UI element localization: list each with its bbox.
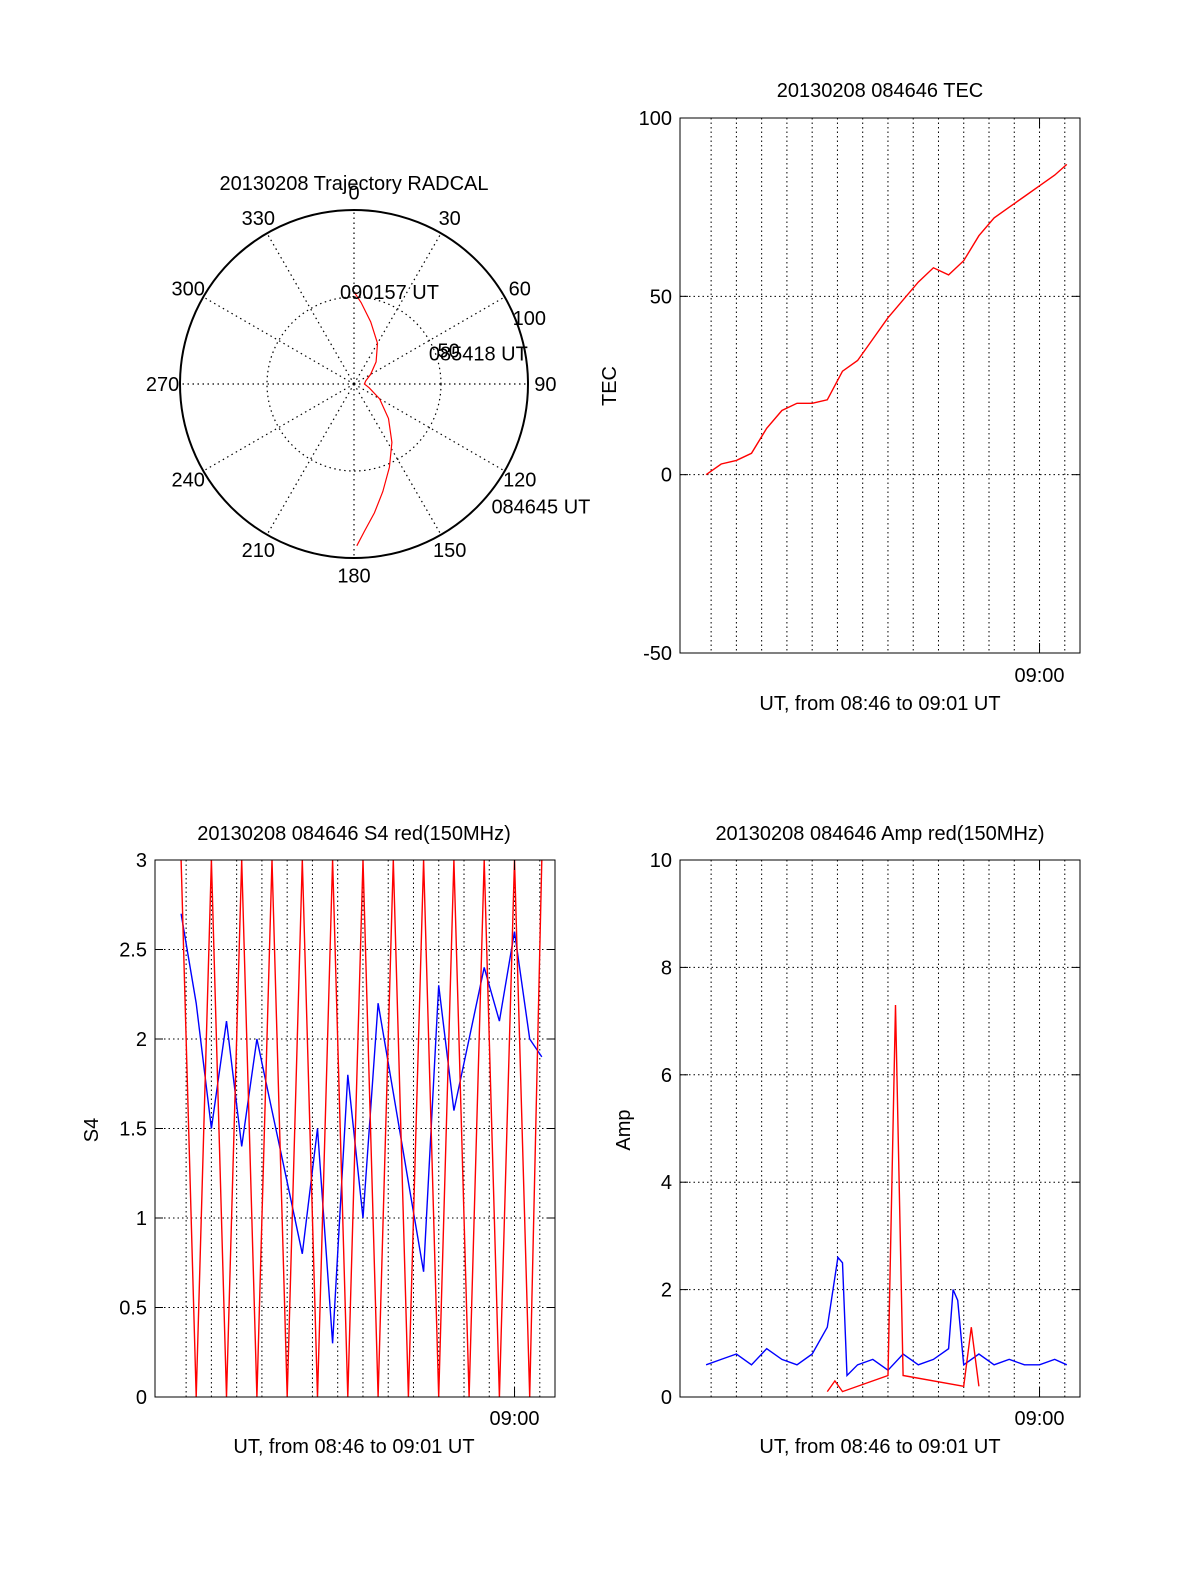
polar-spoke [203,296,355,385]
y-tick-label: 0.5 [119,1298,147,1320]
y-tick-label: 4 [661,1172,672,1194]
tec-panel: 20130208 084646 TEC -50 0 50 100 09:00 UT, … [599,80,1081,715]
amp-y-ticks: 0 2 4 6 8 10 [650,850,1080,1409]
trajectory-time-label: 090157 UT [340,282,439,304]
amp-y-axis-label: Amp [613,1109,635,1150]
y-tick-label: 3 [136,850,147,872]
y-tick-label: 100 [639,108,672,130]
y-tick-label: 6 [661,1065,672,1087]
trajectory-annotations: 090157 UT 085418 UT 084645 UT [340,282,590,519]
s4-series [180,859,543,1398]
amp-grid [680,860,1080,1397]
s4-grid [155,860,555,1397]
polar-grid [179,209,529,559]
polar-angle-label: 210 [242,540,275,562]
series-line [180,859,543,1398]
trajectory-series [353,291,393,547]
polar-angle-label: 0 [348,183,359,205]
y-tick-label: 8 [661,957,672,979]
tec-y-ticks: -50 0 50 100 [639,108,1080,665]
s4-panel: 20130208 084646 S4 red(150MHz) 0 0.5 1 1.5 2… [81,823,556,1458]
polar-angle-label: 270 [146,374,179,396]
polar-angle-label: 90 [534,374,556,396]
polar-angle-label: 30 [439,208,461,230]
trajectory-line [353,291,393,547]
polar-outer-circle [179,209,529,559]
series-line [180,913,543,1344]
y-tick-label: 0 [136,1387,147,1409]
trajectory-time-label: 084645 UT [491,497,590,519]
y-tick-label: 50 [650,286,672,308]
polar-angle-label: 240 [172,470,205,492]
polar-angle-label: 120 [503,470,536,492]
tec-grid [680,118,1080,653]
polar-angle-label: 180 [337,565,370,587]
polar-ring-label: 50 [438,340,460,362]
polar-spoke [353,296,505,385]
y-tick-label: 0 [661,465,672,487]
series-line [705,163,1068,476]
y-tick-label: 1.5 [119,1119,147,1141]
y-tick-label: 2.5 [119,940,147,962]
s4-x-tick-label: 09:00 [489,1408,539,1430]
trajectory-panel: 20130208 Trajectory RADCAL 0 30 60 90 120 150… [146,173,591,587]
polar-spoke [203,383,355,472]
y-tick-label: -50 [643,643,672,665]
tec-series [705,163,1068,476]
y-tick-label: 1 [136,1208,147,1230]
amp-plot-frame [679,859,1081,1398]
tec-x-tick-label: 09:00 [1014,665,1064,687]
polar-ring-label: 100 [513,308,546,330]
amp-series [705,1004,1068,1393]
trajectory-time-label: 085418 UT [429,343,528,365]
polar-angle-label: 300 [172,278,205,300]
polar-angle-labels: 0 30 60 90 120 150 180 210 240 270 300 330 [146,183,557,588]
amp-title: 20130208 084646 Amp red(150MHz) [715,823,1044,845]
y-tick-label: 2 [136,1029,147,1051]
polar-spoke [266,383,355,535]
y-tick-label: 2 [661,1280,672,1302]
polar-spoke [353,233,442,385]
polar-ring-labels: 50 100 [438,308,546,363]
trajectory-title: 20130208 Trajectory RADCAL [219,173,488,195]
tec-title: 20130208 084646 TEC [777,80,983,102]
series-line [826,1004,980,1393]
amp-x-axis-label: UT, from 08:46 to 09:01 UT [759,1436,1000,1458]
y-tick-label: 10 [650,850,672,872]
polar-angle-label: 150 [433,540,466,562]
tec-plot-frame [679,117,1081,654]
s4-y-ticks: 0 0.5 1 1.5 2 2.5 3 [119,850,555,1409]
amp-panel: 20130208 084646 Amp red(150MHz) 0246810 … [613,823,1081,1458]
polar-spoke [266,233,355,385]
series-line [705,1255,1068,1378]
polar-inner-circle [266,296,442,472]
tec-y-axis-label: TEC [599,366,621,406]
polar-angle-label: 330 [242,208,275,230]
s4-y-axis-label: S4 [81,1118,103,1142]
y-tick-label: 0 [661,1387,672,1409]
amp-x-tick-label: 09:00 [1014,1408,1064,1430]
polar-spoke [353,383,442,535]
tec-x-axis-label: UT, from 08:46 to 09:01 UT [759,693,1000,715]
s4-title: 20130208 084646 S4 red(150MHz) [197,823,511,845]
polar-spoke [353,383,505,472]
polar-angle-label: 60 [509,278,531,300]
s4-x-axis-label: UT, from 08:46 to 09:01 UT [233,1436,474,1458]
